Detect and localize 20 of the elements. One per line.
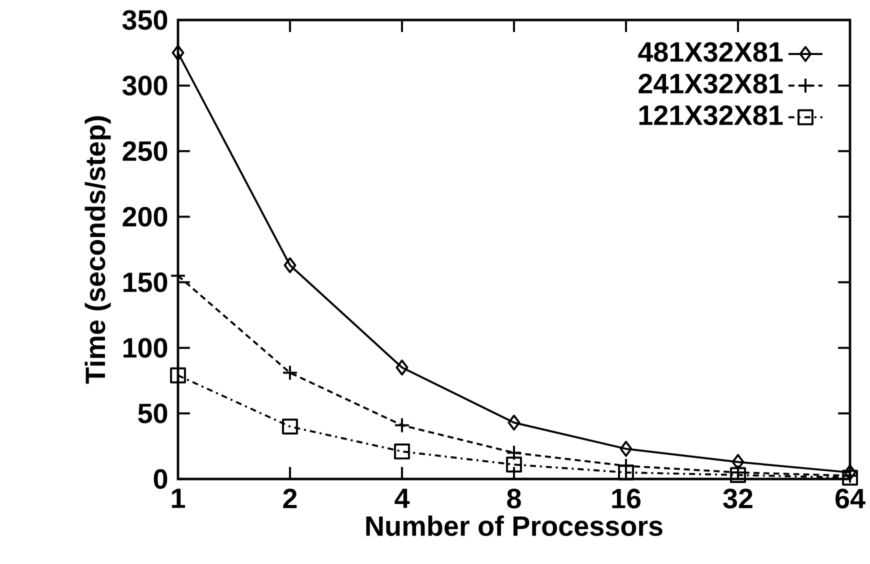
y-axis-title: Time (seconds/step) xyxy=(84,116,111,384)
y-tick-label: 0 xyxy=(154,469,168,489)
y-tick-label: 300 xyxy=(122,76,168,96)
x-tick-label: 8 xyxy=(507,488,521,508)
y-tick-label: 50 xyxy=(138,404,168,424)
legend-label: 481X32X81 xyxy=(638,42,783,62)
x-tick-label: 64 xyxy=(836,488,866,508)
x-tick-label: 32 xyxy=(723,488,752,508)
y-tick-label: 350 xyxy=(122,10,168,30)
y-tick-label: 250 xyxy=(122,141,168,162)
x-tick-label: 2 xyxy=(283,488,297,508)
x-axis-title: Number of Processors xyxy=(366,515,662,536)
x-tick-label: 4 xyxy=(394,488,410,508)
legend-label: 241X32X81 xyxy=(638,74,783,94)
y-tick-label: 200 xyxy=(122,206,168,227)
y-tick-label: 100 xyxy=(124,338,168,358)
x-tick-label: 1 xyxy=(172,488,185,508)
x-tick-label: 16 xyxy=(612,488,640,508)
legend-label: 121X32X81 xyxy=(639,105,783,126)
y-tick-label: 150 xyxy=(124,272,168,292)
